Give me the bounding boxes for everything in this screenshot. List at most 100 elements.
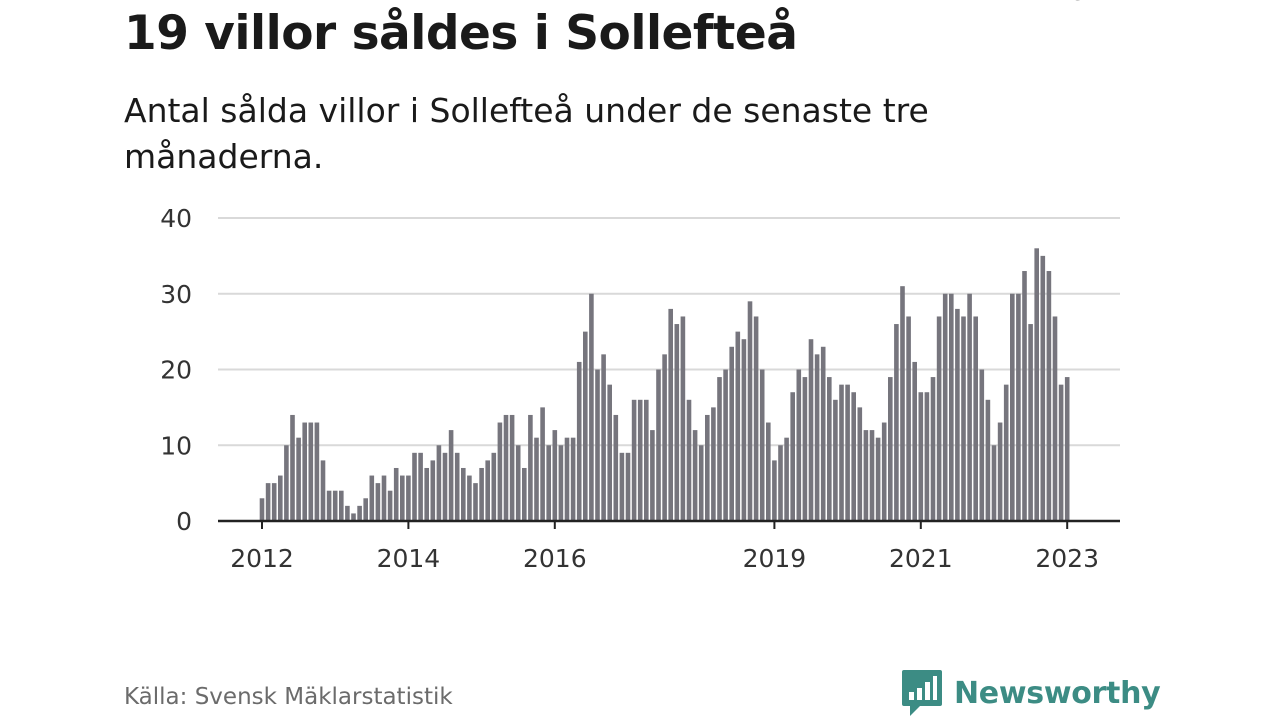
bar xyxy=(820,346,826,521)
bar xyxy=(296,437,301,521)
bar xyxy=(552,430,558,521)
bar xyxy=(949,293,954,521)
bar xyxy=(509,414,515,521)
bar xyxy=(668,308,673,521)
bar xyxy=(467,475,472,521)
bar xyxy=(1003,384,1009,521)
y-tick-label: 40 xyxy=(160,204,192,233)
bar xyxy=(1016,293,1021,521)
bar xyxy=(833,399,838,521)
bar xyxy=(839,384,844,521)
bar xyxy=(595,369,600,521)
bar xyxy=(485,460,490,521)
bar xyxy=(1022,271,1027,521)
bar xyxy=(857,407,863,521)
bar xyxy=(766,422,771,521)
bar xyxy=(888,377,893,521)
bar xyxy=(747,301,753,521)
bar xyxy=(454,452,460,521)
bar xyxy=(644,399,649,521)
bar xyxy=(406,475,411,521)
bar xyxy=(692,430,698,521)
bar xyxy=(1052,316,1058,521)
bar xyxy=(662,354,667,521)
bar xyxy=(265,483,271,521)
bar xyxy=(723,369,728,521)
x-tick-label: 2014 xyxy=(377,544,441,573)
brand-name: Newsworthy xyxy=(954,675,1161,711)
bar xyxy=(741,339,747,521)
bar xyxy=(540,407,545,521)
bar xyxy=(259,498,265,521)
bar xyxy=(418,452,423,521)
bar xyxy=(619,452,625,521)
bar xyxy=(400,475,405,521)
bar xyxy=(1010,293,1015,521)
bar xyxy=(412,452,417,521)
newsworthy-logo-icon xyxy=(902,670,942,716)
bar xyxy=(790,392,795,521)
bar xyxy=(711,407,716,521)
bar xyxy=(369,475,375,521)
bar xyxy=(912,361,917,521)
bar xyxy=(729,346,734,521)
bar xyxy=(808,339,814,521)
bar xyxy=(1034,248,1039,522)
bar xyxy=(973,316,978,521)
bar xyxy=(979,369,985,521)
bar xyxy=(1046,271,1052,521)
x-tick-label: 2023 xyxy=(1035,544,1099,573)
bar xyxy=(1028,324,1033,521)
bar xyxy=(875,437,881,521)
bar xyxy=(522,467,527,521)
bar xyxy=(869,430,875,521)
bar xyxy=(515,445,521,521)
bar xyxy=(894,324,899,521)
axes: 0 10 20 30 40 2012 2014 2016 2019 2021 2023 19 xyxy=(160,0,1120,573)
bar xyxy=(735,331,741,521)
bar xyxy=(308,422,314,521)
bar xyxy=(1040,255,1046,521)
bar xyxy=(796,369,802,521)
bar xyxy=(967,293,972,521)
x-tick-label: 2019 xyxy=(743,544,807,573)
bar xyxy=(326,490,332,521)
bar xyxy=(650,430,655,521)
bar xyxy=(442,452,448,521)
bar xyxy=(753,316,759,521)
bar xyxy=(387,490,393,521)
bar xyxy=(985,399,991,521)
y-tick-label: 30 xyxy=(160,280,192,309)
bar xyxy=(339,490,344,521)
bar xyxy=(332,490,338,521)
bar xyxy=(851,392,856,521)
bar xyxy=(290,414,295,521)
bar xyxy=(564,437,570,521)
bar xyxy=(772,460,777,521)
bar xyxy=(686,399,692,521)
bar xyxy=(918,392,924,521)
bar xyxy=(497,422,503,521)
source-note: Källa: Svensk Mäklarstatistik xyxy=(124,684,453,710)
bar xyxy=(473,483,478,521)
bar xyxy=(705,414,710,521)
x-tick-label: 2021 xyxy=(889,544,953,573)
bar xyxy=(955,308,960,521)
bar xyxy=(601,354,606,521)
bar xyxy=(814,354,820,521)
chart-subtitle: Antal sålda villor i Sollefteå under de … xyxy=(124,91,929,176)
bar xyxy=(320,460,326,521)
bar xyxy=(363,498,368,521)
bar xyxy=(351,513,356,521)
bar xyxy=(906,316,911,521)
bar xyxy=(345,505,350,521)
bars xyxy=(259,248,1070,522)
bar xyxy=(528,414,533,521)
x-tick-label: 2016 xyxy=(523,544,587,573)
y-tick-label: 20 xyxy=(160,356,192,385)
bar xyxy=(656,369,661,521)
bar xyxy=(930,377,936,521)
brand-logo: Newsworthy xyxy=(900,668,1161,718)
bar xyxy=(479,467,484,521)
bar xyxy=(997,422,1003,521)
